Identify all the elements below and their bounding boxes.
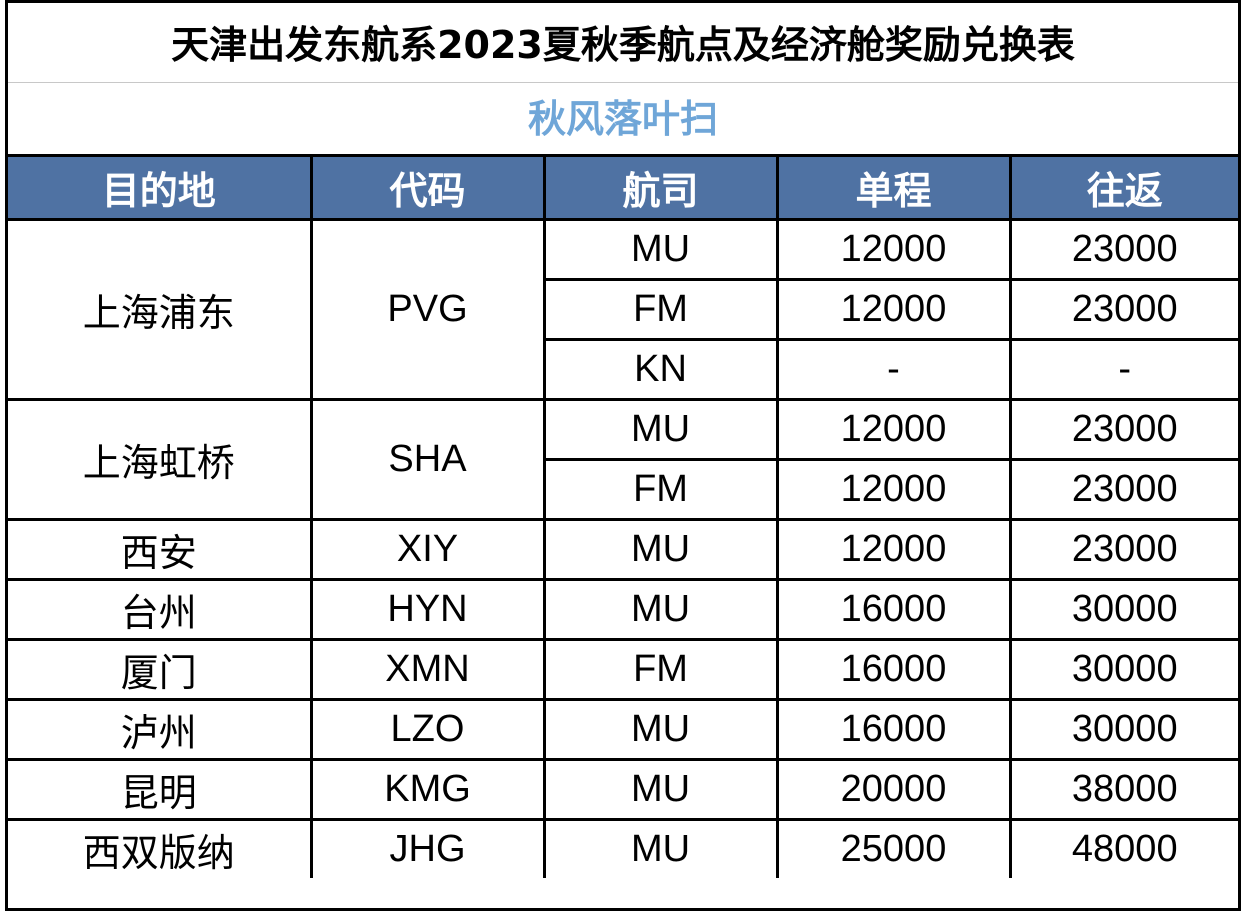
header-airline: 航司 bbox=[542, 154, 779, 221]
table-row: FM 12000 23000 bbox=[8, 278, 1238, 341]
airline-cell: MU bbox=[542, 698, 779, 761]
destination-cell: 西双版纳 bbox=[8, 818, 313, 878]
one-way-cell: - bbox=[775, 338, 1012, 401]
table-row: 上海浦东 PVG MU 12000 23000 bbox=[8, 218, 1238, 401]
round-trip-cell: 38000 bbox=[1008, 758, 1238, 821]
destination-cell: 厦门 bbox=[8, 638, 313, 701]
header-destination: 目的地 bbox=[8, 154, 313, 221]
round-trip-cell: 23000 bbox=[1008, 218, 1238, 281]
table-title: 天津出发东航系2023夏秋季航点及经济舱奖励兑换表 bbox=[8, 3, 1238, 83]
code-cell: SHA bbox=[309, 398, 546, 521]
airline-cell: FM bbox=[544, 278, 779, 341]
airline-cell: MU bbox=[542, 818, 779, 878]
round-trip-cell: 23000 bbox=[1008, 518, 1238, 581]
table-row: 昆明 KMG MU 20000 38000 bbox=[8, 758, 1238, 821]
one-way-cell: 12000 bbox=[775, 518, 1012, 581]
code-cell: XIY bbox=[309, 518, 546, 581]
airline-cell: MU bbox=[542, 518, 779, 581]
award-table-sheet: 天津出发东航系2023夏秋季航点及经济舱奖励兑换表 秋风落叶扫 目的地 代码 航… bbox=[5, 0, 1241, 911]
destination-cell: 台州 bbox=[8, 578, 313, 641]
round-trip-cell: 23000 bbox=[1008, 278, 1238, 341]
code-cell: LZO bbox=[309, 698, 546, 761]
header-one-way: 单程 bbox=[775, 154, 1012, 221]
code-cell: JHG bbox=[309, 818, 546, 878]
table-row: 西双版纳 JHG MU 25000 48000 bbox=[8, 818, 1238, 878]
destination-cell: 泸州 bbox=[8, 698, 313, 761]
destination-cell: 上海虹桥 bbox=[8, 398, 313, 521]
airline-cell: FM bbox=[542, 638, 779, 701]
one-way-cell: 25000 bbox=[775, 818, 1012, 878]
one-way-cell: 16000 bbox=[775, 638, 1012, 701]
airline-cell: KN bbox=[544, 338, 779, 401]
table-row: 厦门 XMN FM 16000 30000 bbox=[8, 638, 1238, 701]
one-way-cell: 16000 bbox=[775, 698, 1012, 761]
one-way-cell: 12000 bbox=[775, 278, 1012, 341]
table-row: 台州 HYN MU 16000 30000 bbox=[8, 578, 1238, 641]
table-row: KN - - bbox=[8, 338, 1238, 401]
code-cell: HYN bbox=[309, 578, 546, 641]
airline-cell: MU bbox=[542, 578, 779, 641]
table-subtitle: 秋风落叶扫 bbox=[527, 97, 718, 141]
round-trip-cell: - bbox=[1008, 338, 1238, 401]
round-trip-cell: 30000 bbox=[1008, 578, 1238, 641]
one-way-cell: 12000 bbox=[775, 398, 1012, 461]
airline-cell: MU bbox=[542, 218, 779, 281]
award-table: 目的地 代码 航司 单程 往返 上海浦东 PVG MU 12000 23000 … bbox=[8, 154, 1238, 878]
one-way-cell: 16000 bbox=[775, 578, 1012, 641]
one-way-cell: 12000 bbox=[775, 458, 1012, 521]
destination-cell: 昆明 bbox=[8, 758, 313, 821]
table-row: 西安 XIY MU 12000 23000 bbox=[8, 518, 1238, 581]
one-way-cell: 12000 bbox=[775, 218, 1012, 281]
header-round-trip: 往返 bbox=[1008, 154, 1238, 221]
table-row: 泸州 LZO MU 16000 30000 bbox=[8, 698, 1238, 761]
airline-cell: FM bbox=[544, 458, 779, 521]
round-trip-cell: 30000 bbox=[1008, 698, 1238, 761]
code-cell: PVG bbox=[309, 218, 546, 401]
destination-cell: 上海浦东 bbox=[8, 218, 313, 401]
round-trip-cell: 23000 bbox=[1008, 398, 1238, 461]
destination-cell: 西安 bbox=[8, 518, 313, 581]
one-way-cell: 20000 bbox=[775, 758, 1012, 821]
airline-cell: MU bbox=[542, 758, 779, 821]
round-trip-cell: 23000 bbox=[1008, 458, 1238, 521]
round-trip-cell: 48000 bbox=[1008, 818, 1238, 878]
code-cell: XMN bbox=[309, 638, 546, 701]
code-cell: KMG bbox=[309, 758, 546, 821]
table-row: FM 12000 23000 bbox=[8, 458, 1238, 521]
table-row: 上海虹桥 SHA MU 12000 23000 bbox=[8, 398, 1238, 521]
round-trip-cell: 30000 bbox=[1008, 638, 1238, 701]
header-row: 目的地 代码 航司 单程 往返 bbox=[8, 154, 1238, 221]
header-code: 代码 bbox=[309, 154, 546, 221]
airline-cell: MU bbox=[542, 398, 779, 461]
